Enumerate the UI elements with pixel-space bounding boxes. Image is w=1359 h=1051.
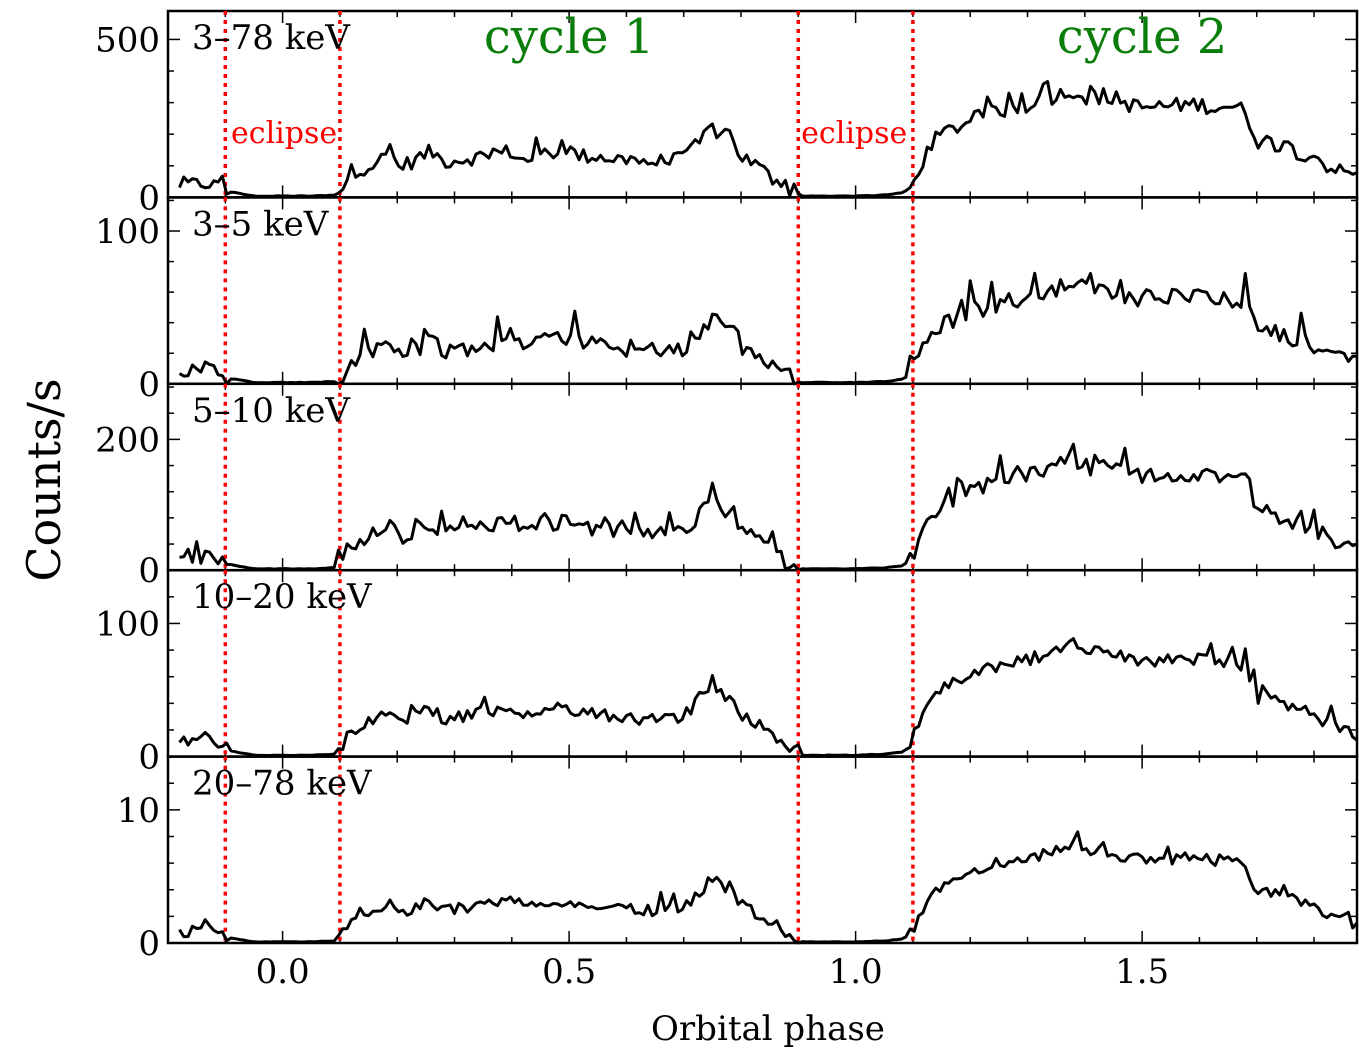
energy-band-label: 10–20 keV [192, 577, 373, 617]
eclipse-label: eclipse [801, 116, 907, 151]
y-axis-title: Counts/s [17, 378, 71, 581]
panel-4: 0 100 10–20 keV [95, 568, 1359, 778]
x-tick-label: 1.5 [1115, 952, 1169, 992]
x-axis-title: Orbital phase [651, 1009, 885, 1049]
y-tick-label: 0 [138, 365, 160, 405]
y-tick-label: 0 [138, 551, 160, 591]
cycle-label: cycle 1 [484, 9, 654, 65]
panel-5: 0 10 20–78 keV [117, 755, 1359, 964]
eclipse-label: eclipse [231, 116, 337, 151]
light-curve-line [178, 637, 1358, 757]
light-curve-line [178, 830, 1359, 945]
y-tick-label: 0 [138, 178, 160, 218]
x-tick-label: 1.0 [829, 952, 883, 992]
y-tick-label: 100 [95, 604, 160, 644]
y-tick-label: 100 [95, 212, 160, 252]
panel-frame [166, 755, 1359, 945]
cycle-label: cycle 2 [1057, 9, 1227, 65]
y-tick-label: 500 [95, 20, 160, 60]
light-curve-line [178, 80, 1358, 198]
x-tick-label: 0.0 [256, 952, 310, 992]
panel-2: 0 100 3–5 keV [95, 196, 1359, 405]
y-tick-label: 10 [117, 791, 160, 831]
panel-3: 0 200 5–10 keV [95, 382, 1359, 591]
energy-band-label: 3–78 keV [192, 18, 351, 58]
y-tick-label: 200 [95, 420, 160, 460]
energy-band-label: 5–10 keV [192, 391, 351, 431]
energy-band-label: 3–5 keV [192, 204, 330, 244]
y-tick-label: 0 [138, 924, 160, 964]
x-tick-label: 0.5 [542, 952, 596, 992]
light-curve-line [178, 271, 1358, 386]
y-tick-label: 0 [138, 738, 160, 778]
light-curve-line [179, 442, 1358, 572]
energy-band-label: 20–78 keV [192, 764, 373, 804]
